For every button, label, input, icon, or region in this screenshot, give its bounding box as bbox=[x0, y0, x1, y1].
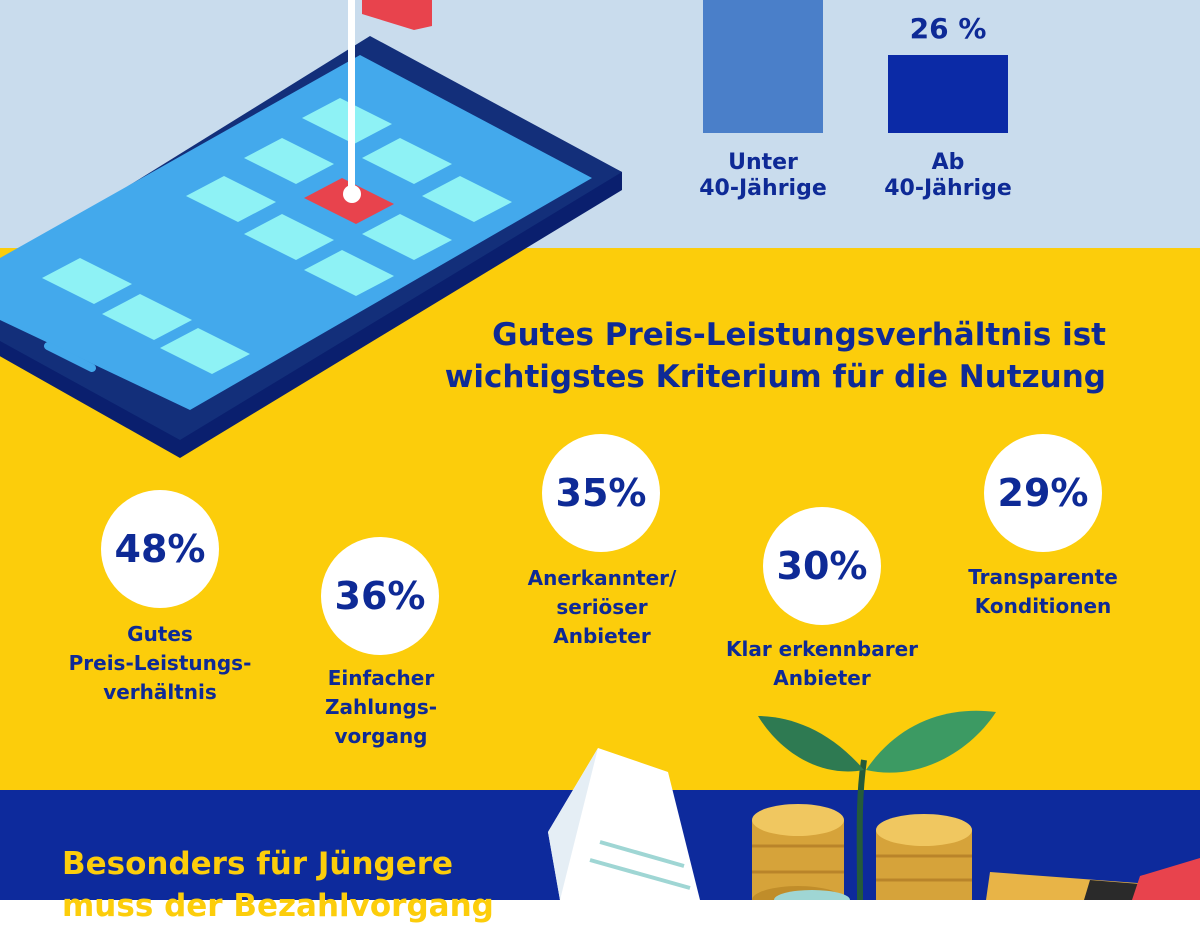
credit-card-icon bbox=[986, 858, 1200, 900]
paper-document-icon bbox=[548, 748, 700, 900]
criterion-2-label-line2: Zahlungs- bbox=[324, 695, 438, 719]
criterion-2-label: Einfacher Zahlungs- vorgang bbox=[271, 664, 491, 751]
bar-label-under-40: Unter 40-Jährige bbox=[673, 150, 853, 202]
bar-label-from-40-line2: 40-Jährige bbox=[884, 176, 1012, 201]
criterion-4-label: Klar erkennbarer Anbieter bbox=[712, 635, 932, 693]
criterion-4-label-line2: Anbieter bbox=[773, 666, 871, 690]
criterion-1-label-line2: Preis-Leistungs- bbox=[68, 651, 252, 675]
criterion-3-label: Anerkannter/ seriöser Anbieter bbox=[492, 564, 712, 651]
bar-value-from-40: 26 % bbox=[909, 12, 987, 45]
criterion-3-label-line2: seriöser bbox=[556, 595, 648, 619]
criterion-1-label-line3: verhältnis bbox=[103, 680, 217, 704]
criterion-2-label-line1: Einfacher bbox=[327, 666, 435, 690]
criterion-5-value: 29% bbox=[984, 434, 1102, 552]
criteria-headline-line2: wichtigstes Kriterium für die Nutzung bbox=[444, 359, 1106, 395]
criterion-3-label-line1: Anerkannter/ bbox=[527, 566, 677, 590]
bottom-headline-line2: muss der Bezahlvorgang bbox=[62, 888, 494, 924]
coin-stack-icon bbox=[752, 804, 972, 900]
bar-label-under-40-line2: 40-Jährige bbox=[699, 176, 827, 201]
criterion-2-value: 36% bbox=[321, 537, 439, 655]
bottom-headline-line1: Besonders für Jüngere bbox=[62, 846, 454, 882]
criteria-headline: Gutes Preis-Leistungsverhältnis ist wich… bbox=[420, 314, 1106, 398]
bar-from-40 bbox=[888, 55, 1008, 133]
plant-icon bbox=[758, 710, 996, 900]
criterion-3-label-line3: Anbieter bbox=[553, 624, 651, 648]
flag-icon bbox=[343, 0, 432, 203]
bar-label-from-40: Ab 40-Jährige bbox=[858, 150, 1038, 202]
criterion-1-label: Gutes Preis-Leistungs- verhältnis bbox=[50, 620, 270, 707]
criterion-5-label-line2: Konditionen bbox=[974, 594, 1112, 618]
criterion-4-label-line1: Klar erkennbarer bbox=[725, 637, 918, 661]
bar-under-40 bbox=[703, 0, 823, 133]
bar-label-from-40-line1: Ab bbox=[931, 150, 965, 175]
illustration-layer bbox=[0, 0, 1200, 900]
criterion-5-label-line1: Transparente bbox=[968, 565, 1118, 589]
criteria-headline-line1: Gutes Preis-Leistungsverhältnis ist bbox=[492, 317, 1106, 353]
criterion-1-value: 48% bbox=[101, 490, 219, 608]
criterion-2-label-line3: vorgang bbox=[334, 724, 428, 748]
criterion-3-value: 35% bbox=[542, 434, 660, 552]
criterion-5-label: Transparente Konditionen bbox=[933, 563, 1153, 621]
criterion-4-value: 30% bbox=[763, 507, 881, 625]
criterion-1-label-line1: Gutes bbox=[127, 622, 193, 646]
smartphone-illustration bbox=[0, 36, 622, 458]
bar-label-under-40-line1: Unter bbox=[728, 150, 798, 175]
bottom-headline: Besonders für Jüngere muss der Bezahlvor… bbox=[62, 843, 494, 927]
